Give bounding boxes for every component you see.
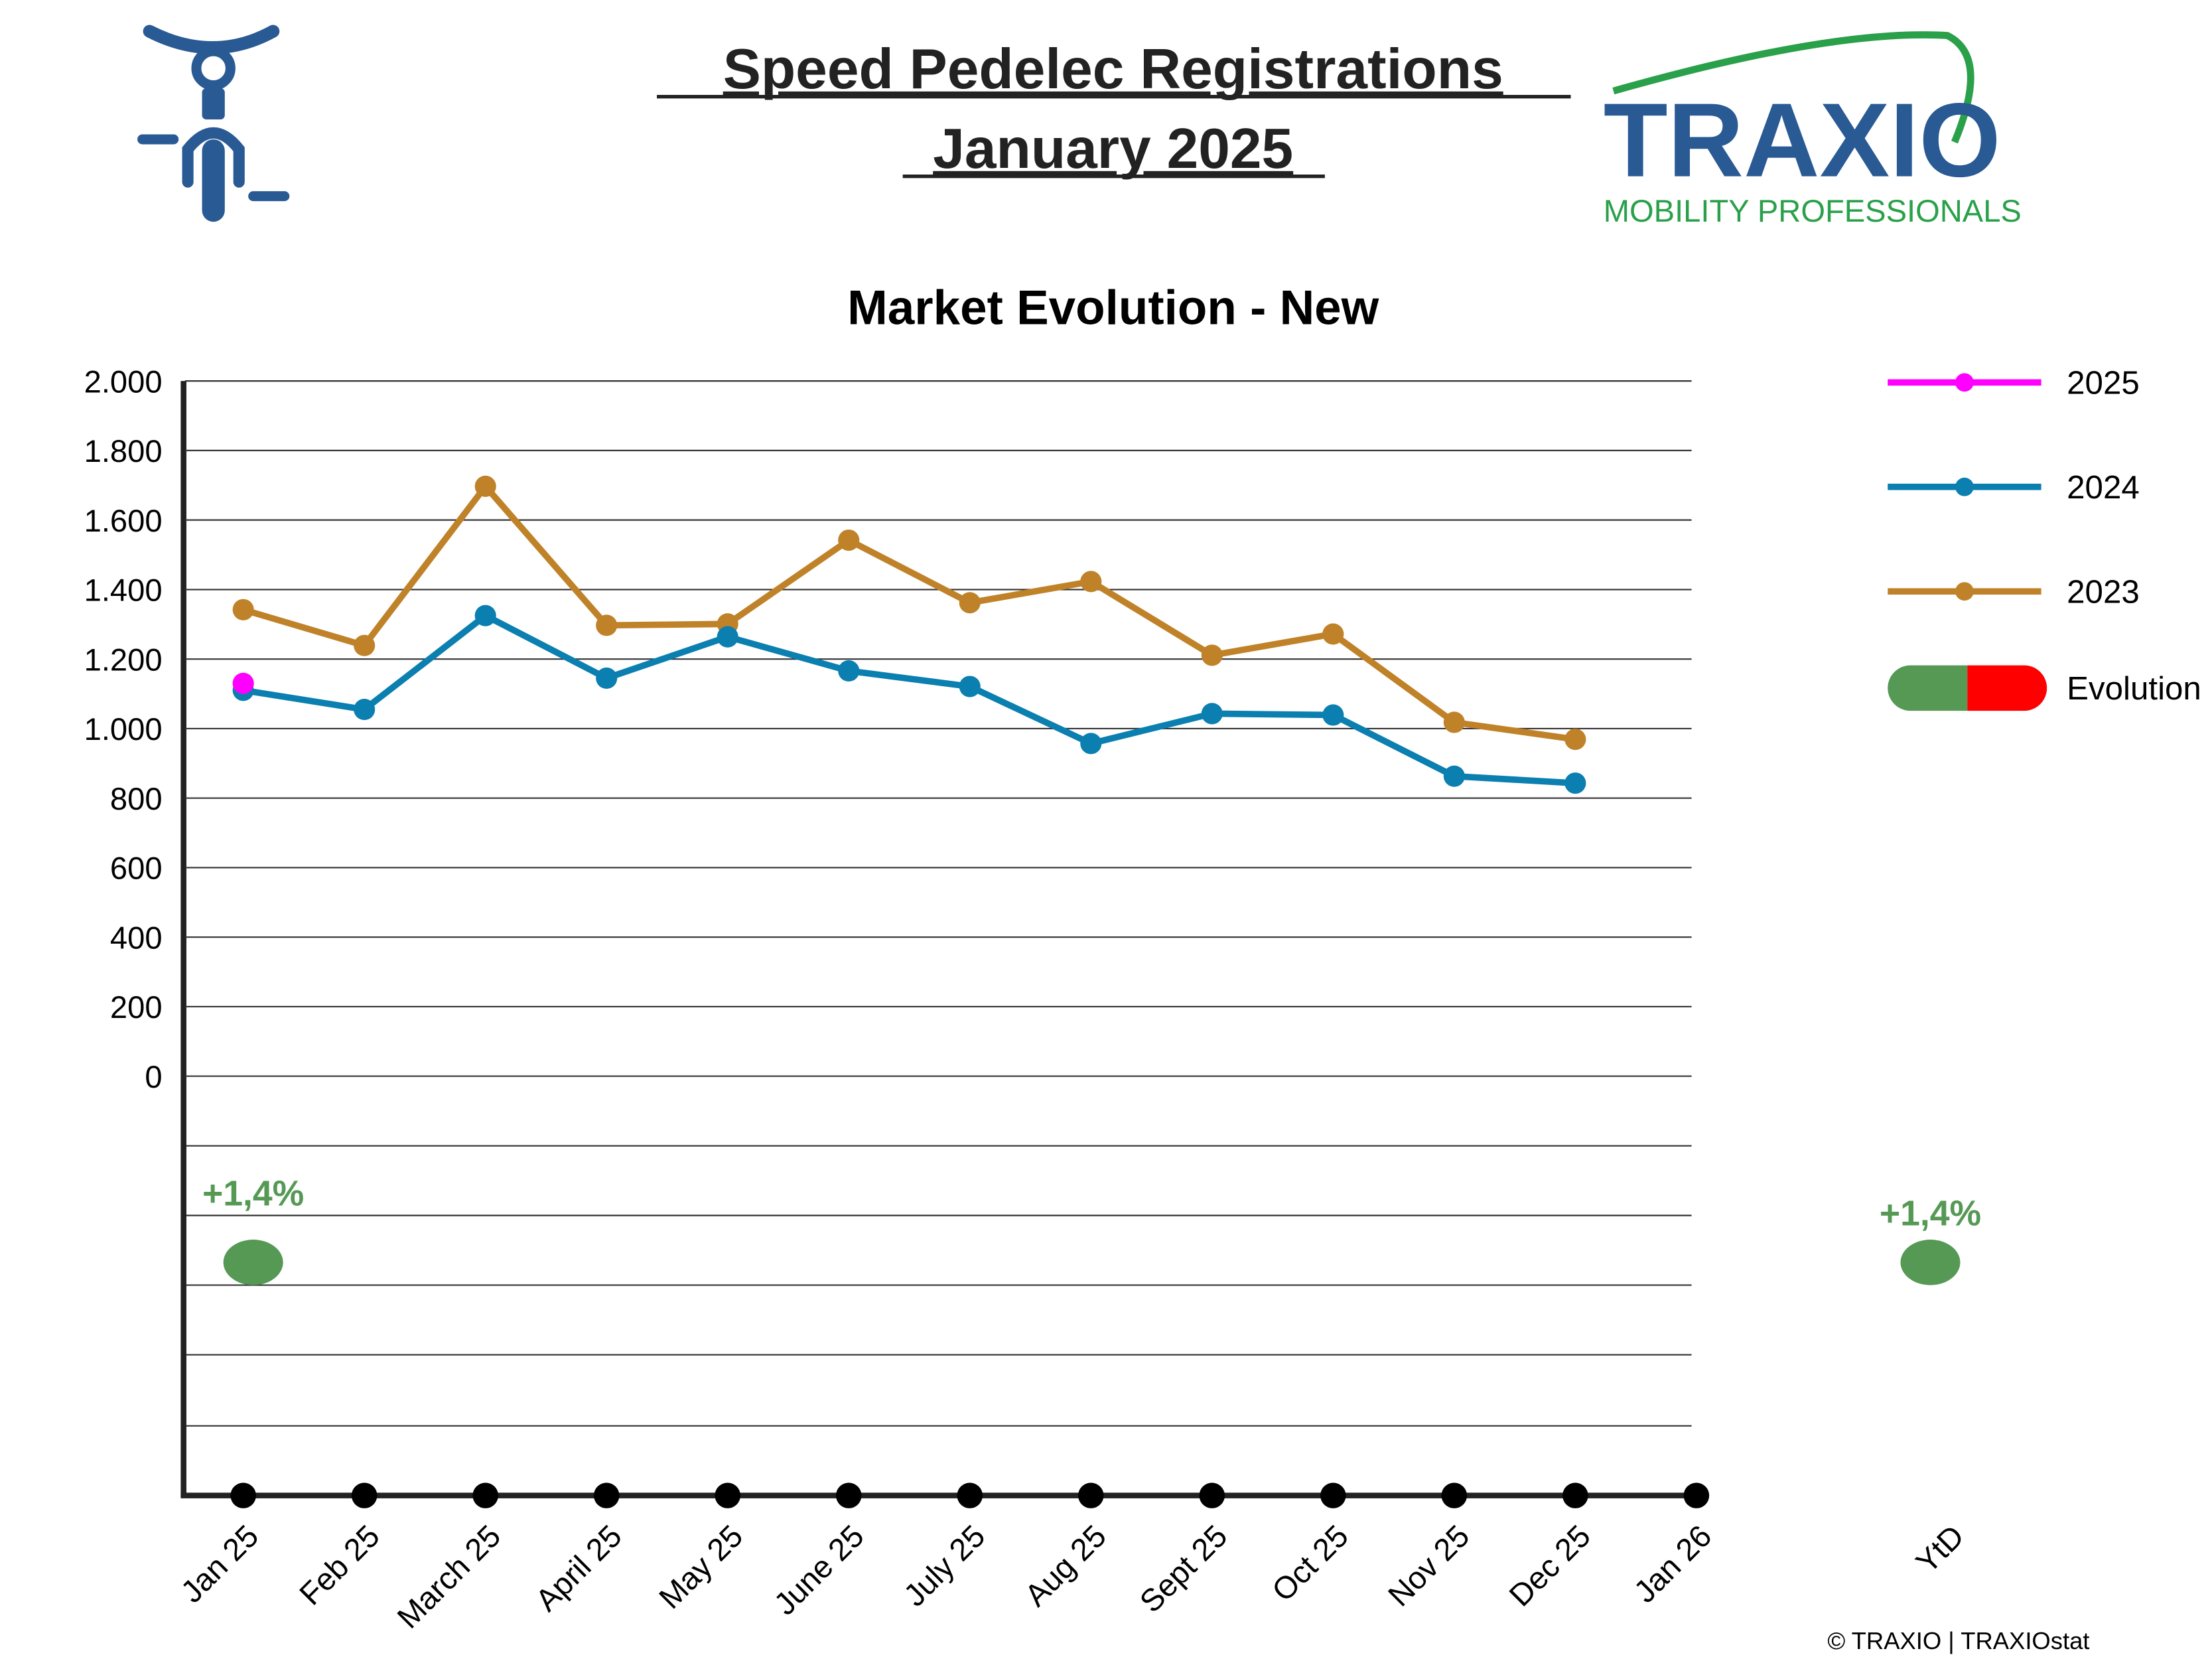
page-title: January 2025 — [933, 117, 1293, 180]
data-point — [232, 599, 254, 620]
x-axis-dot — [1683, 1482, 1710, 1508]
data-point — [1564, 729, 1586, 751]
x-axis-dot — [1078, 1482, 1104, 1508]
data-point — [474, 605, 496, 626]
legend-dot — [1955, 477, 1974, 496]
x-axis-dot — [472, 1482, 498, 1508]
x-axis-dot — [1562, 1482, 1588, 1508]
chart-title: Market Evolution - New — [847, 281, 1379, 334]
series-line — [242, 612, 1576, 786]
legend-pill-positive — [1888, 665, 1968, 711]
data-point — [596, 667, 618, 689]
x-axis-dot — [1199, 1482, 1225, 1508]
data-point — [717, 626, 738, 648]
x-tick-label: Jan 25 — [174, 1518, 265, 1609]
data-point — [1201, 703, 1223, 725]
data-point — [1322, 704, 1344, 726]
y-tick-label: 1.600 — [84, 503, 163, 538]
data-point — [232, 672, 254, 694]
y-tick-label: 400 — [110, 920, 163, 955]
legend-label: 2023 — [2067, 573, 2140, 610]
y-tick-label: 800 — [110, 781, 163, 816]
evolution-label: +1,4% — [202, 1175, 304, 1214]
evolution-dot — [223, 1240, 283, 1285]
legend-label: 2024 — [2067, 469, 2140, 506]
y-tick-label: 0 — [145, 1059, 162, 1094]
x-tick-label: Aug 25 — [1018, 1518, 1113, 1613]
data-point — [1443, 765, 1465, 787]
y-tick-label: 600 — [110, 851, 163, 886]
x-axis-dot — [715, 1482, 741, 1508]
x-tick-label: June 25 — [767, 1518, 870, 1622]
x-axis-dot — [1441, 1482, 1468, 1508]
evolution-panel-lines — [184, 1145, 1692, 1427]
x-tick-label: YtD — [1909, 1518, 1970, 1580]
data-point — [838, 529, 860, 551]
data-point — [959, 592, 981, 614]
x-tick-label: March 25 — [390, 1518, 507, 1635]
data-point — [354, 699, 376, 721]
y-tick-label: 1.200 — [84, 642, 163, 677]
y-tick-label: 2.000 — [84, 364, 163, 399]
x-tick-label: Sept 25 — [1133, 1518, 1233, 1619]
data-point — [596, 614, 618, 636]
evolution-label: +1,4% — [1880, 1194, 1981, 1234]
series-line — [242, 483, 1576, 743]
page-title: Speed Pedelec Registrations — [723, 37, 1503, 101]
x-axis-dot — [230, 1482, 256, 1508]
footer: © TRAXIO | TRAXIOstat — [1827, 1627, 2089, 1654]
data-point — [1322, 623, 1344, 645]
x-axis-dot — [957, 1482, 983, 1508]
x-axis-dot — [835, 1482, 862, 1508]
y-tick-label: 1.400 — [84, 573, 163, 608]
y-tick-label: 200 — [110, 989, 163, 1025]
x-tick-label: May 25 — [652, 1518, 750, 1616]
x-tick-label: April 25 — [529, 1518, 628, 1618]
data-point — [959, 676, 981, 697]
data-point — [1080, 733, 1102, 755]
data-point — [1443, 711, 1465, 733]
y-tick-label: 1.000 — [84, 711, 163, 747]
logo-text: TRAXIO — [1604, 81, 2001, 199]
scooter-icon — [137, 25, 290, 222]
x-tick-label: Oct 25 — [1265, 1518, 1355, 1609]
data-point — [1201, 644, 1223, 666]
x-axis-dot — [351, 1482, 378, 1508]
data-point — [1080, 571, 1102, 593]
x-axis-dot — [1320, 1482, 1346, 1508]
x-tick-label: Dec 25 — [1502, 1518, 1597, 1613]
data-point — [474, 475, 496, 497]
data-point — [1564, 772, 1586, 794]
data-point — [838, 660, 860, 682]
x-tick-label: July 25 — [897, 1518, 992, 1613]
logo-swoosh — [1612, 31, 1974, 144]
legend-label: Evolution — [2067, 670, 2201, 707]
logo-tagline: MOBILITY PROFESSIONALS — [1604, 193, 2022, 228]
data-point — [354, 634, 376, 656]
legend-dot — [1955, 373, 1974, 392]
y-tick-label: 1.800 — [84, 433, 163, 469]
x-tick-label: Nov 25 — [1381, 1518, 1476, 1613]
x-tick-label: Feb 25 — [293, 1518, 386, 1612]
legend-dot — [1955, 582, 1974, 601]
x-tick-label: Jan 26 — [1627, 1518, 1718, 1609]
x-axis-dot — [593, 1482, 620, 1508]
legend-pill-negative — [1967, 665, 2047, 711]
legend-label: 2025 — [2067, 364, 2140, 401]
evolution-dot — [1900, 1240, 1961, 1285]
